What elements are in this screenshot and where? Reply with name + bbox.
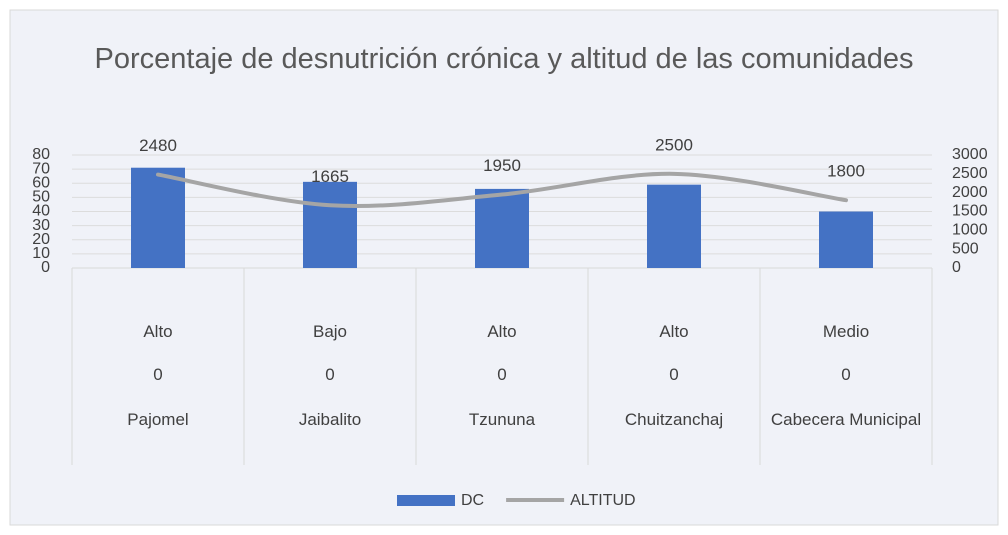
x-tick-label: Jaibalito (298, 410, 362, 429)
bar (475, 188, 529, 268)
data-label: 1800 (827, 162, 865, 181)
y-tick-label: 70 (32, 160, 50, 177)
data-label: 2480 (139, 136, 177, 155)
y-tick-label: 10 (32, 245, 50, 262)
y2-tick-label: 0 (952, 259, 961, 276)
x-category-level-label: Medio (822, 322, 870, 341)
y-tick-label: 30 (32, 217, 50, 234)
line (156, 171, 848, 209)
legend-label: DC (461, 492, 484, 509)
x-category-level-label: Alto (659, 322, 689, 341)
x-tick-label: Pajomel (127, 410, 189, 429)
x-category-level-label: 0 (153, 365, 163, 384)
legend-label: ALTITUD (570, 492, 635, 509)
data-label: 1950 (483, 156, 521, 175)
x-tick-label: Cabecera Municipal (770, 410, 922, 429)
x-tick-label: Tzununa (468, 410, 536, 429)
y-tick-label: 40 (32, 203, 50, 220)
x-category-level-label: Alto (487, 322, 517, 341)
chart-title: Porcentaje de desnutrición crónica y alt… (94, 43, 914, 75)
y2-tick-label: 1500 (952, 203, 988, 220)
x-category-level-label: Alto (143, 322, 173, 341)
x-category-level-label: 0 (497, 365, 507, 384)
y-tick-label: 20 (32, 231, 50, 248)
y2-tick-label: 500 (952, 240, 979, 257)
x-category-level-label: Bajo (312, 322, 348, 341)
y-tick-label: 50 (32, 189, 50, 206)
bar (131, 167, 185, 268)
y2-tick-label: 2000 (952, 184, 988, 201)
x-category-level-label: 0 (325, 365, 335, 384)
x-category-level-label: 0 (841, 365, 851, 384)
y-tick-label: 0 (41, 259, 50, 276)
y-tick-label: 80 (32, 146, 50, 163)
bar (647, 184, 701, 268)
y2-tick-label: 2500 (952, 165, 988, 182)
x-category-level-label: 0 (669, 365, 679, 384)
y-tick-label: 60 (32, 174, 50, 191)
bar (819, 211, 873, 268)
bar (303, 181, 357, 268)
y2-tick-label: 1000 (952, 222, 988, 239)
y2-tick-label: 3000 (952, 146, 988, 163)
data-label: 2500 (655, 135, 693, 154)
data-label: 1665 (311, 167, 349, 186)
legend-swatch (397, 495, 455, 506)
x-tick-label: Chuitzanchaj (624, 410, 724, 429)
